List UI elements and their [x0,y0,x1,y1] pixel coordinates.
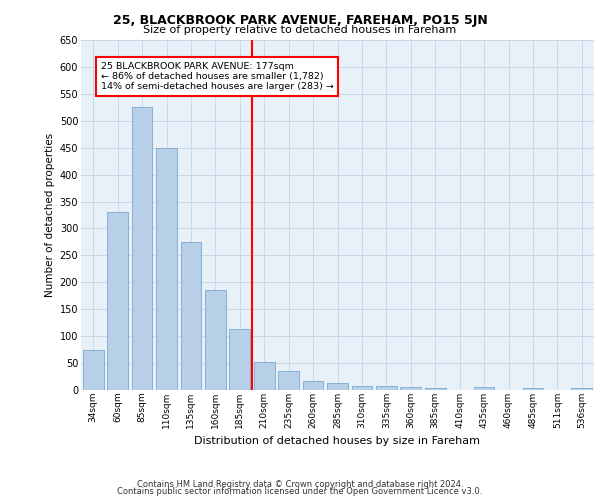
Bar [327,383,348,390]
Bar [523,388,544,390]
Bar [254,362,275,390]
Bar [376,386,397,390]
X-axis label: Distribution of detached houses by size in Fareham: Distribution of detached houses by size … [194,436,481,446]
Bar [400,388,421,390]
Bar [205,290,226,390]
Text: Size of property relative to detached houses in Fareham: Size of property relative to detached ho… [143,25,457,35]
Text: Contains HM Land Registry data © Crown copyright and database right 2024.: Contains HM Land Registry data © Crown c… [137,480,463,489]
Bar [352,386,373,390]
Bar [181,242,202,390]
Bar [571,388,592,390]
Bar [107,212,128,390]
Bar [131,108,152,390]
Bar [278,371,299,390]
Text: 25 BLACKBROOK PARK AVENUE: 177sqm
← 86% of detached houses are smaller (1,782)
1: 25 BLACKBROOK PARK AVENUE: 177sqm ← 86% … [101,62,334,92]
Text: 25, BLACKBROOK PARK AVENUE, FAREHAM, PO15 5JN: 25, BLACKBROOK PARK AVENUE, FAREHAM, PO1… [113,14,487,27]
Bar [425,388,446,390]
Bar [83,350,104,390]
Bar [229,329,250,390]
Bar [156,148,177,390]
Bar [302,381,323,390]
Y-axis label: Number of detached properties: Number of detached properties [46,133,55,297]
Bar [473,388,494,390]
Text: Contains public sector information licensed under the Open Government Licence v3: Contains public sector information licen… [118,488,482,496]
